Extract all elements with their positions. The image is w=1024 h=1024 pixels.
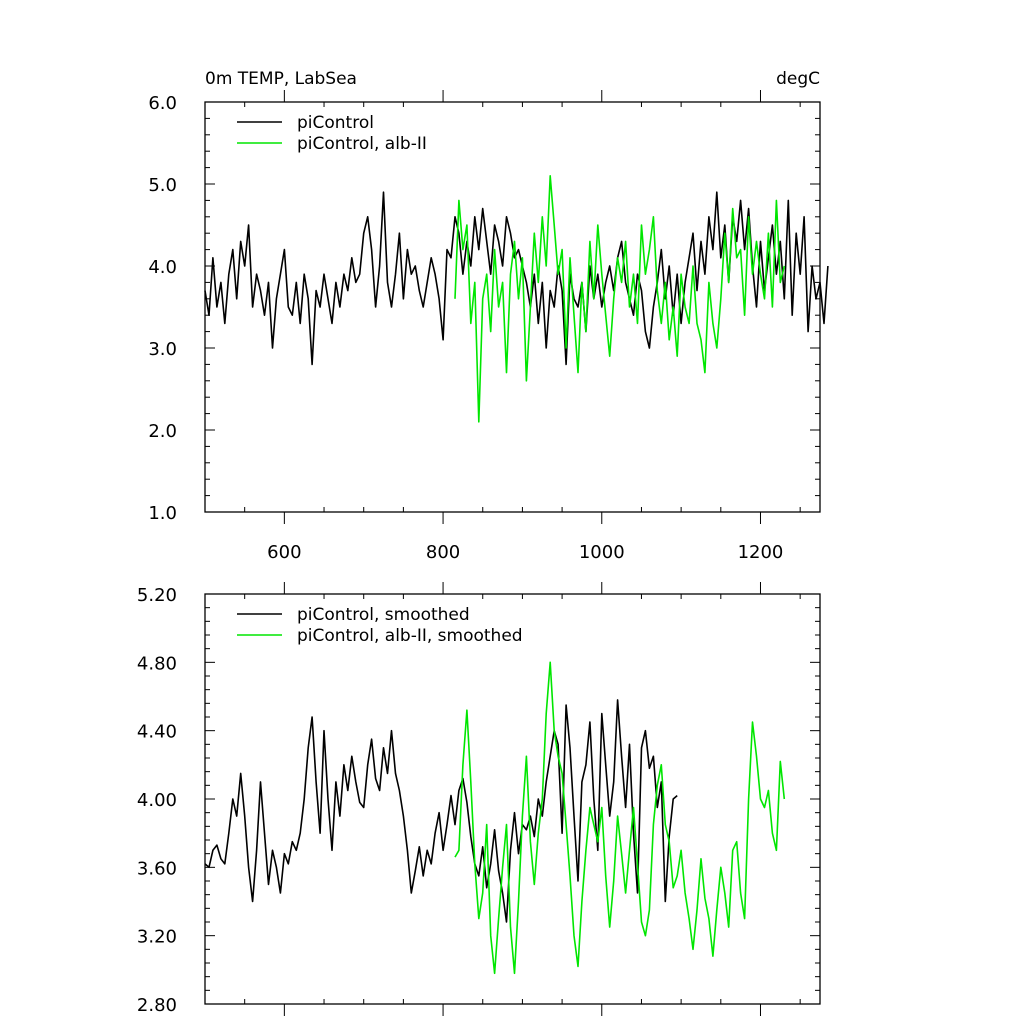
y-tick-label: 3.60 [137, 858, 177, 879]
series-line-0 [204, 191, 829, 366]
y-tick-label: 3.20 [137, 927, 177, 948]
y-tick-label: 6.0 [148, 93, 177, 114]
y-tick-label: 3.0 [148, 339, 177, 360]
x-tick-label: 800 [426, 542, 460, 563]
y-tick-label: 5.0 [148, 175, 177, 196]
y-tick-label: 4.0 [148, 257, 177, 278]
legend-label-0: piControl, smoothed [297, 605, 470, 625]
series-line-0 [204, 699, 678, 923]
y-tick-label: 4.40 [137, 722, 177, 743]
units-label: degC [776, 69, 820, 89]
chart-title: 0m TEMP, LabSea [205, 69, 357, 89]
legend-label-1: piControl, alb-II, smoothed [297, 626, 523, 646]
x-tick-label: 1000 [579, 542, 625, 563]
x-tick-label: 1200 [738, 542, 784, 563]
plot-frame [204, 101, 821, 513]
chart-panel-bottom: 2.80 3.20 3.60 4.00 4.40 4.80 5.20 piControl, s… [137, 582, 821, 1016]
legend-label-0: piControl [297, 113, 374, 133]
y-tick-label: 5.20 [137, 585, 177, 606]
series-line-1 [454, 661, 786, 975]
legend-label-1: piControl, alb-II [297, 134, 427, 154]
y-tick-label: 4.00 [137, 790, 177, 811]
y-tick-label: 2.80 [137, 995, 177, 1016]
y-tick-label: 4.80 [137, 653, 177, 674]
y-tick-label: 1.0 [148, 503, 177, 524]
x-tick-label: 600 [267, 542, 301, 563]
series-line-1 [454, 175, 786, 423]
y-tick-label: 2.0 [148, 421, 177, 442]
chart-panel-top: 0m TEMP, LabSea degC 1.0 2.0 3.0 4.0 5.0 6.0 6… [148, 69, 829, 563]
